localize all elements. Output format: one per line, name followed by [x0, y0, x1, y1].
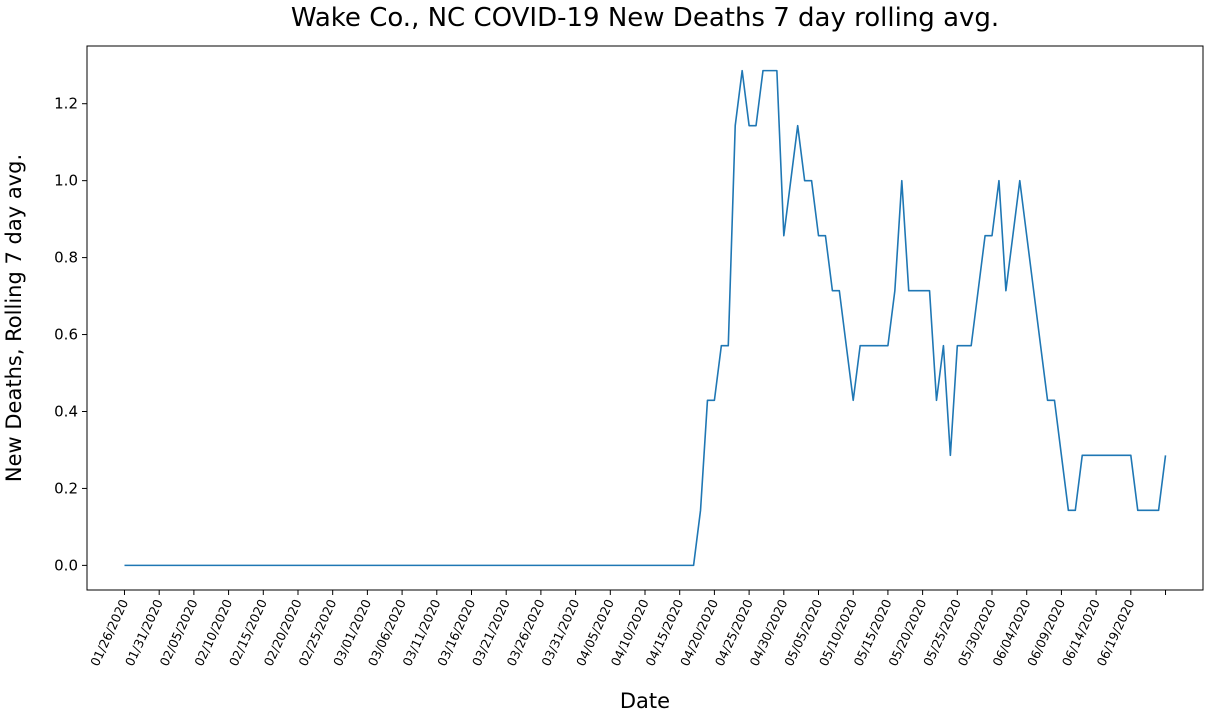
y-tick-label: 0.6: [54, 326, 78, 344]
x-axis-label: Date: [620, 689, 670, 713]
plot-area: [124, 69, 1167, 567]
y-tick-label: 1.0: [54, 172, 78, 190]
y-tick-label: 1.2: [54, 95, 78, 113]
y-tick-label: 0.8: [54, 249, 78, 267]
chart-title: Wake Co., NC COVID-19 New Deaths 7 day r…: [291, 3, 999, 33]
plot-frame: [86, 45, 1204, 591]
series-line: [124, 69, 1167, 567]
y-tick-label: 0.2: [54, 479, 78, 497]
y-tick-label: 0.4: [54, 402, 78, 420]
y-tick-label: 0.0: [54, 556, 78, 574]
x-axis: 01/26/202001/31/202002/05/202002/10/2020…: [87, 590, 1167, 668]
y-axis-label: New Deaths, Rolling 7 day avg.: [2, 154, 26, 482]
y-axis: 0.0 0.2 0.4 0.6 0.8 1.0 1.2: [54, 95, 87, 574]
